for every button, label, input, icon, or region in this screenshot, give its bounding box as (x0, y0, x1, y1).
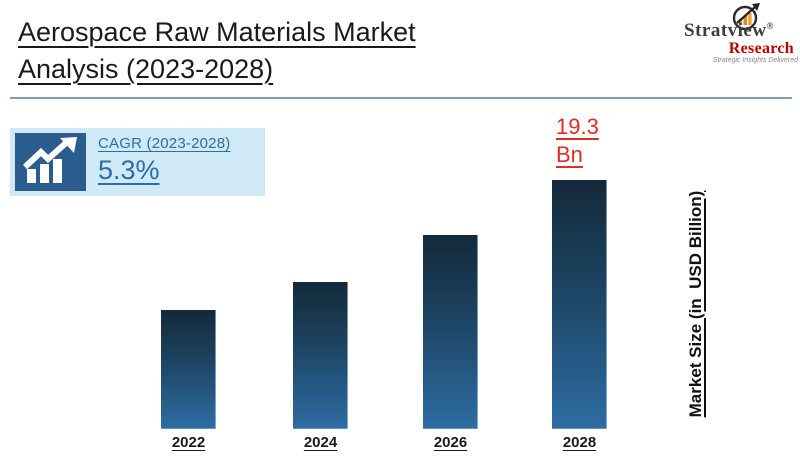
growth-chart-magnifier-icon (732, 3, 760, 31)
registered-trademark-icon: ® (766, 21, 774, 31)
cagr-badge: CAGR (2023-2028) 5.3% (10, 128, 265, 196)
logo-research-text: Research (728, 40, 794, 57)
page-title: Aerospace Raw Materials Market Analysis … (18, 14, 538, 88)
header-divider (10, 97, 792, 99)
bar-2024 (293, 282, 348, 429)
rising-bar-chart-icon (15, 133, 86, 191)
bar-2022 (161, 310, 216, 429)
data-label-2028: 19.3 Bn (556, 114, 599, 167)
cagr-label: CAGR (2023-2028) (98, 135, 231, 152)
logo-brand-name: Stratview® (684, 20, 798, 42)
page-title-line2: Analysis (2023-2028) (18, 54, 274, 84)
y-axis-title: Market Size (in USD Billion) (686, 190, 705, 418)
x-tick-label-2022: 2022 (171, 434, 206, 451)
cagr-value: 5.3% (98, 155, 160, 185)
x-tick-label-2024: 2024 (303, 434, 338, 451)
page-title-line1: Aerospace Raw Materials Market (18, 17, 416, 47)
logo-brand-text: Stratview (684, 20, 767, 41)
x-tick-label-2028: 2028 (562, 434, 597, 451)
bar-2028 (552, 180, 607, 429)
bar-2026 (423, 235, 478, 429)
x-tick-label-2026: 2026 (433, 434, 468, 451)
logo-tagline: Strategic Insights Delivered (712, 57, 798, 64)
stratview-logo: Stratview® Research Strategic Insights D… (676, 2, 798, 64)
